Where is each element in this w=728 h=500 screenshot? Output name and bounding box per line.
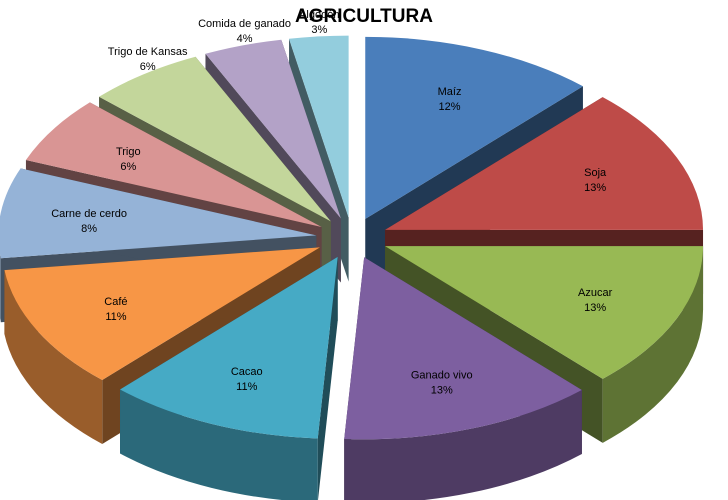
pie-slice-top: [0, 168, 317, 259]
slice-percent-label: 13%: [584, 302, 606, 314]
pie-slice-top: [205, 39, 341, 219]
pie-slice-top: [385, 246, 704, 379]
slice-name-label: Maíz: [438, 86, 462, 98]
pie-slice-top: [289, 35, 349, 218]
slice-name-label: Trigo: [116, 146, 141, 158]
slice-name-label: Azucar: [578, 287, 613, 299]
slice-percent-label: 6%: [120, 161, 136, 173]
slice-percent-label: 6%: [140, 61, 156, 73]
slice-name-label: Cacao: [231, 366, 263, 378]
slice-percent-label: 3%: [311, 24, 327, 36]
pie-slice-rim: [120, 389, 318, 500]
slice-percent-label: 12%: [439, 101, 461, 113]
pie-slice-rim: [4, 270, 103, 444]
pie-slice-top: [4, 247, 320, 380]
slice-percent-label: 13%: [431, 385, 453, 397]
slice-name-label: Trigo de Kansas: [108, 46, 188, 58]
pie-slice-top: [365, 36, 583, 219]
slice-name-label: Ganado vivo: [411, 370, 473, 382]
slice-name-label: Algodón: [299, 9, 339, 21]
pie-slice-rim: [344, 389, 582, 500]
chart-title: AGRICULTURA: [295, 6, 433, 27]
pie-slice-top: [99, 56, 331, 222]
slice-name-label: Café: [104, 296, 127, 308]
pie-slice: [344, 257, 582, 500]
pie-slice-top: [120, 256, 338, 439]
pie-slice-rim: [0, 254, 1, 323]
slice-percent-label: 8%: [81, 223, 97, 235]
slice-name-label: Soja: [584, 167, 607, 179]
pie-slice-top: [385, 97, 704, 230]
slice-name-label: Carne de cerdo: [51, 208, 127, 220]
pie-slice-top: [344, 257, 582, 440]
pie-slice-rim: [602, 246, 704, 443]
slice-percent-label: 11%: [236, 381, 257, 393]
slice-name-label: Comida de ganado: [198, 18, 291, 30]
slice-percent-label: 11%: [105, 311, 126, 323]
pie-slice: [120, 256, 338, 500]
slice-percent-label: 4%: [237, 33, 253, 45]
pie-slice-top: [25, 102, 322, 228]
slice-percent-label: 13%: [584, 182, 606, 194]
